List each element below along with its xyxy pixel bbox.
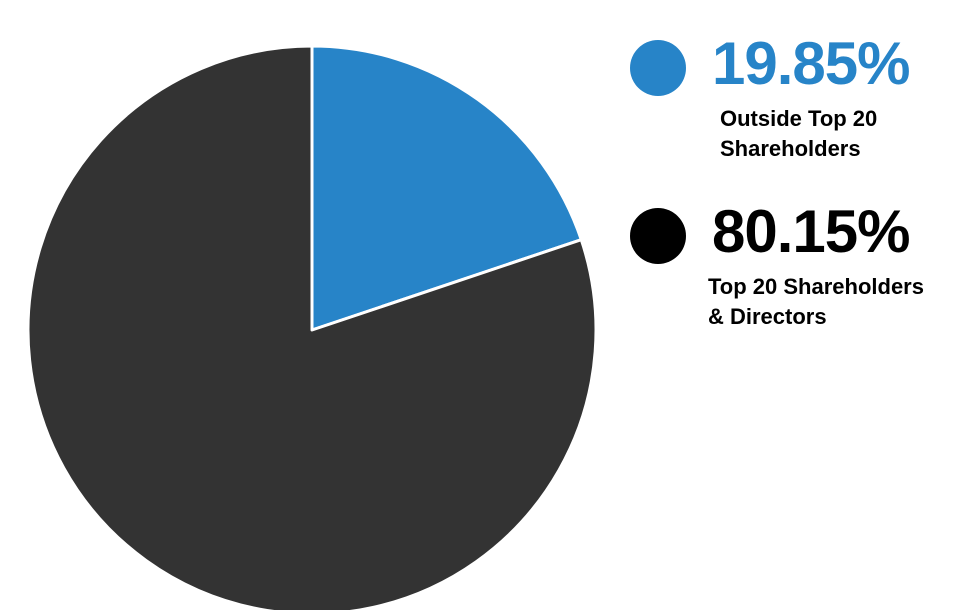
legend-label-top-20: Top 20 Shareholders & Directors xyxy=(708,272,924,332)
legend-percentage-outside-top-20: 19.85% xyxy=(712,30,910,98)
legend-dot-outside-top-20 xyxy=(630,40,686,96)
legend-label-line: Top 20 Shareholders xyxy=(708,272,924,302)
legend-label-line: & Directors xyxy=(708,302,924,332)
legend-dot-top-20 xyxy=(630,208,686,264)
legend-percentage-top-20: 80.15% xyxy=(712,198,910,266)
legend-label-line: Outside Top 20 xyxy=(720,104,877,134)
legend-label-outside-top-20: Outside Top 20 Shareholders xyxy=(720,104,877,164)
legend-label-line: Shareholders xyxy=(720,134,877,164)
